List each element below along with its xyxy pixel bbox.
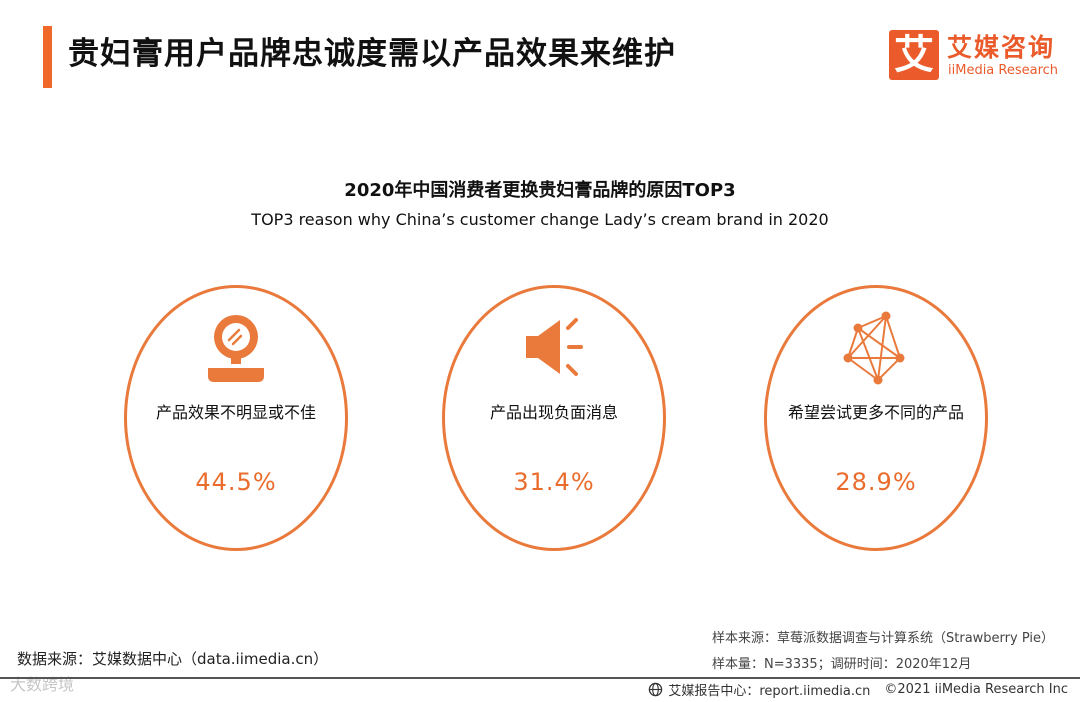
report-center-link[interactable]: 艾媒报告中心：report.iimedia.cn bbox=[668, 684, 871, 699]
reason-card-2: 产品出现负面消息 31.4% bbox=[442, 285, 666, 551]
reason-label-1: 产品效果不明显或不佳 bbox=[155, 403, 316, 422]
logo-name-en: iiMedia Research bbox=[948, 63, 1059, 78]
sample-source: 样本来源：草莓派数据调查与计算系统（Strawberry Pie） bbox=[712, 631, 1054, 646]
reason-label-2: 产品出现负面消息 bbox=[489, 403, 618, 422]
network-icon bbox=[843, 311, 905, 385]
reason-card-3: 希望尝试更多不同的产品 28.9% bbox=[764, 285, 988, 551]
reason-card-1: 产品效果不明显或不佳 44.5% bbox=[124, 285, 348, 551]
sample-info: 样本来源：草莓派数据调查与计算系统（Strawberry Pie） 样本量：N=… bbox=[712, 626, 1054, 678]
logo-mark: 艾 bbox=[889, 30, 939, 80]
footer-divider bbox=[0, 677, 1080, 679]
page-title: 贵妇膏用户品牌忠诚度需以产品效果来维护 bbox=[68, 36, 676, 72]
megaphone-icon bbox=[526, 318, 583, 376]
reason-value-3: 28.9% bbox=[835, 468, 917, 496]
sample-size: 样本量：N=3335；调研时间：2020年12月 bbox=[712, 657, 972, 672]
watermark: 大数跨境 bbox=[10, 675, 75, 694]
globe-icon bbox=[649, 682, 663, 697]
copyright: ©2021 iiMedia Research Inc bbox=[884, 682, 1068, 697]
logo-name-cn: 艾媒咨询 bbox=[947, 33, 1056, 62]
mirror-icon bbox=[208, 315, 264, 382]
reason-label-3: 希望尝试更多不同的产品 bbox=[787, 403, 964, 422]
reason-value-1: 44.5% bbox=[195, 468, 277, 496]
data-source: 数据来源：艾媒数据中心（data.iimedia.cn） bbox=[17, 650, 329, 668]
chart-subtitle: TOP3 reason why China’s customer change … bbox=[251, 210, 829, 229]
chart-title: 2020年中国消费者更换贵妇膏品牌的原因TOP3 bbox=[344, 180, 736, 201]
reason-value-2: 31.4% bbox=[513, 468, 595, 496]
title-accent-bar bbox=[43, 26, 52, 88]
footer: 艾媒报告中心：report.iimedia.cn ©2021 iiMedia R… bbox=[648, 680, 1068, 699]
iimedia-logo: 艾 艾媒咨询 iiMedia Research bbox=[889, 30, 1064, 82]
